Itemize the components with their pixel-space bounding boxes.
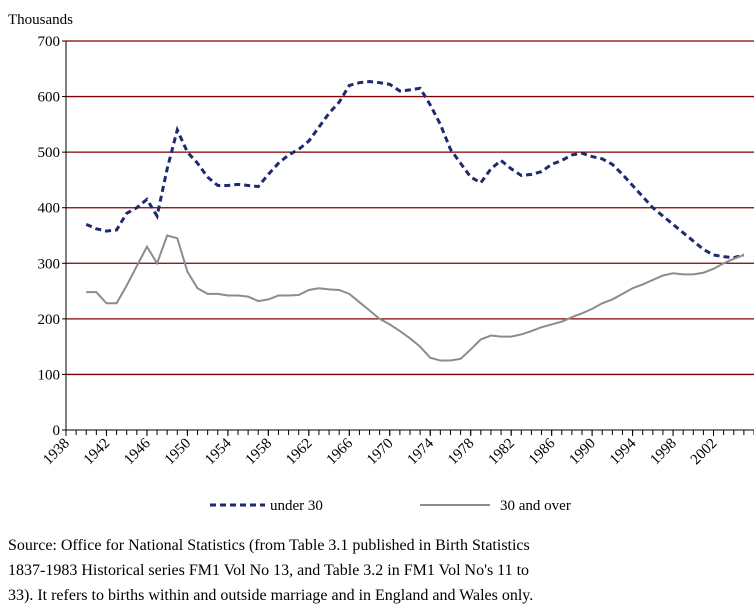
x-tick-label: 1990	[566, 436, 599, 469]
x-tick-label: 1946	[121, 435, 154, 468]
y-tick-label: 100	[38, 367, 61, 383]
x-tick-label: 1978	[445, 436, 478, 469]
x-tick-label: 1958	[243, 436, 276, 469]
x-tick-label: 1974	[405, 435, 438, 468]
y-tick-label: 300	[38, 256, 61, 272]
x-tick-label: 1986	[526, 435, 559, 468]
source-note: 1837-1983 Historical series FM1 Vol No 1…	[8, 562, 529, 579]
y-tick-label: 600	[38, 90, 61, 106]
legend-label: 30 and over	[500, 498, 571, 514]
y-tick-label: 700	[38, 34, 61, 50]
y-axis-label: Thousands	[8, 12, 73, 28]
source-note: 33). It refers to births within and outs…	[8, 587, 533, 604]
y-tick-label: 400	[38, 201, 61, 217]
x-tick-label: 2002	[688, 436, 721, 469]
x-tick-label: 1982	[485, 436, 518, 469]
x-tick-label: 1950	[162, 436, 195, 469]
y-tick-label: 500	[38, 145, 61, 161]
x-tick-label: 1994	[607, 435, 640, 468]
y-tick-label: 200	[38, 312, 61, 328]
y-tick-label: 0	[53, 423, 61, 439]
source-note: Source: Office for National Statistics (…	[8, 537, 530, 554]
series-line	[86, 234, 745, 362]
x-tick-label: 1942	[81, 436, 114, 469]
x-tick-label: 1938	[40, 436, 73, 469]
x-tick-label: 1954	[202, 435, 235, 468]
x-tick-label: 1962	[283, 436, 316, 469]
legend-label: under 30	[270, 498, 323, 514]
series-line	[85, 80, 745, 260]
x-tick-label: 1998	[647, 436, 680, 469]
x-tick-label: 1966	[324, 435, 357, 468]
x-tick-label: 1970	[364, 436, 397, 469]
